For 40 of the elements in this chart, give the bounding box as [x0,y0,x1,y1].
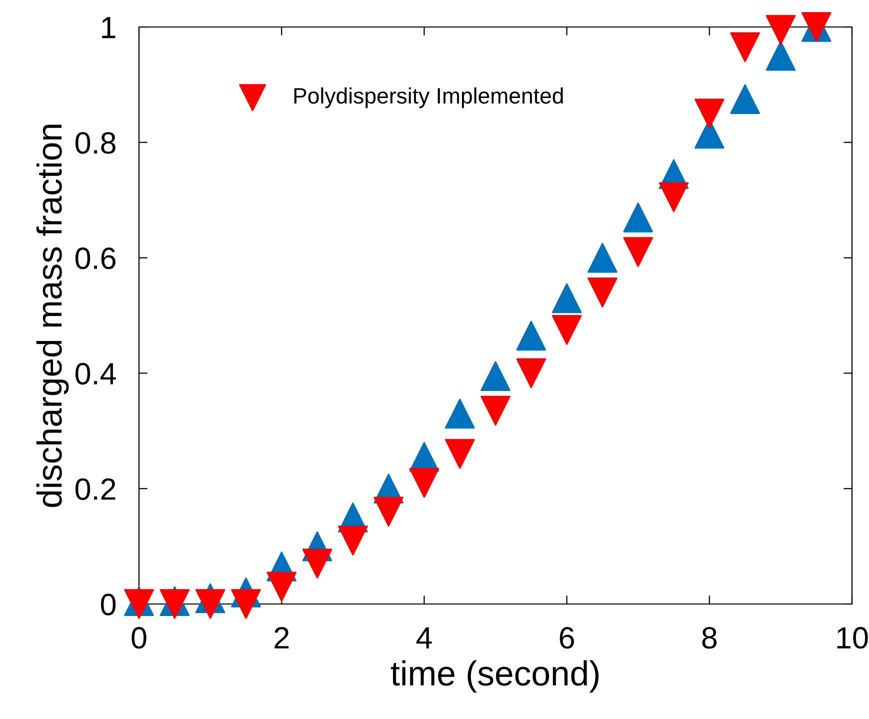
point [231,589,261,619]
point [409,468,440,498]
point [730,32,760,62]
point [516,358,546,388]
point [552,283,582,314]
point [552,315,582,345]
legend-label: Polydispersity Implemented [294,87,563,108]
point [338,526,368,556]
y-tick-label: 0.2 [76,478,116,500]
point [480,361,510,392]
x-tick-label: 4 [416,627,432,648]
point [588,242,618,273]
y-tick-label: 1 [102,17,116,38]
point [266,572,297,602]
x-tick-label: 0 [132,627,146,649]
point [302,548,332,579]
x-tick-label: 8 [702,627,717,649]
point [444,398,475,429]
x-tick-label: 10 [837,627,868,649]
point [374,496,404,527]
point [195,589,226,619]
x-tick-label: 2 [274,627,289,648]
y-tick-label: 0.8 [76,132,116,154]
point [730,84,760,114]
point [444,439,475,469]
y-tick-label: 0 [100,594,116,616]
point [588,277,618,308]
x-axis-title: time (second) [390,660,599,693]
point [623,237,654,267]
y-axis-title: discharged mass fraction [36,124,69,508]
point [480,396,510,426]
y-tick-label: 0.4 [76,362,116,385]
y-tick-label: 0.6 [76,248,116,270]
point [766,40,796,71]
point [623,202,654,232]
point [658,182,689,212]
x-tick-label: 6 [560,627,574,649]
point [766,14,796,45]
point [694,98,724,128]
point [516,320,546,351]
